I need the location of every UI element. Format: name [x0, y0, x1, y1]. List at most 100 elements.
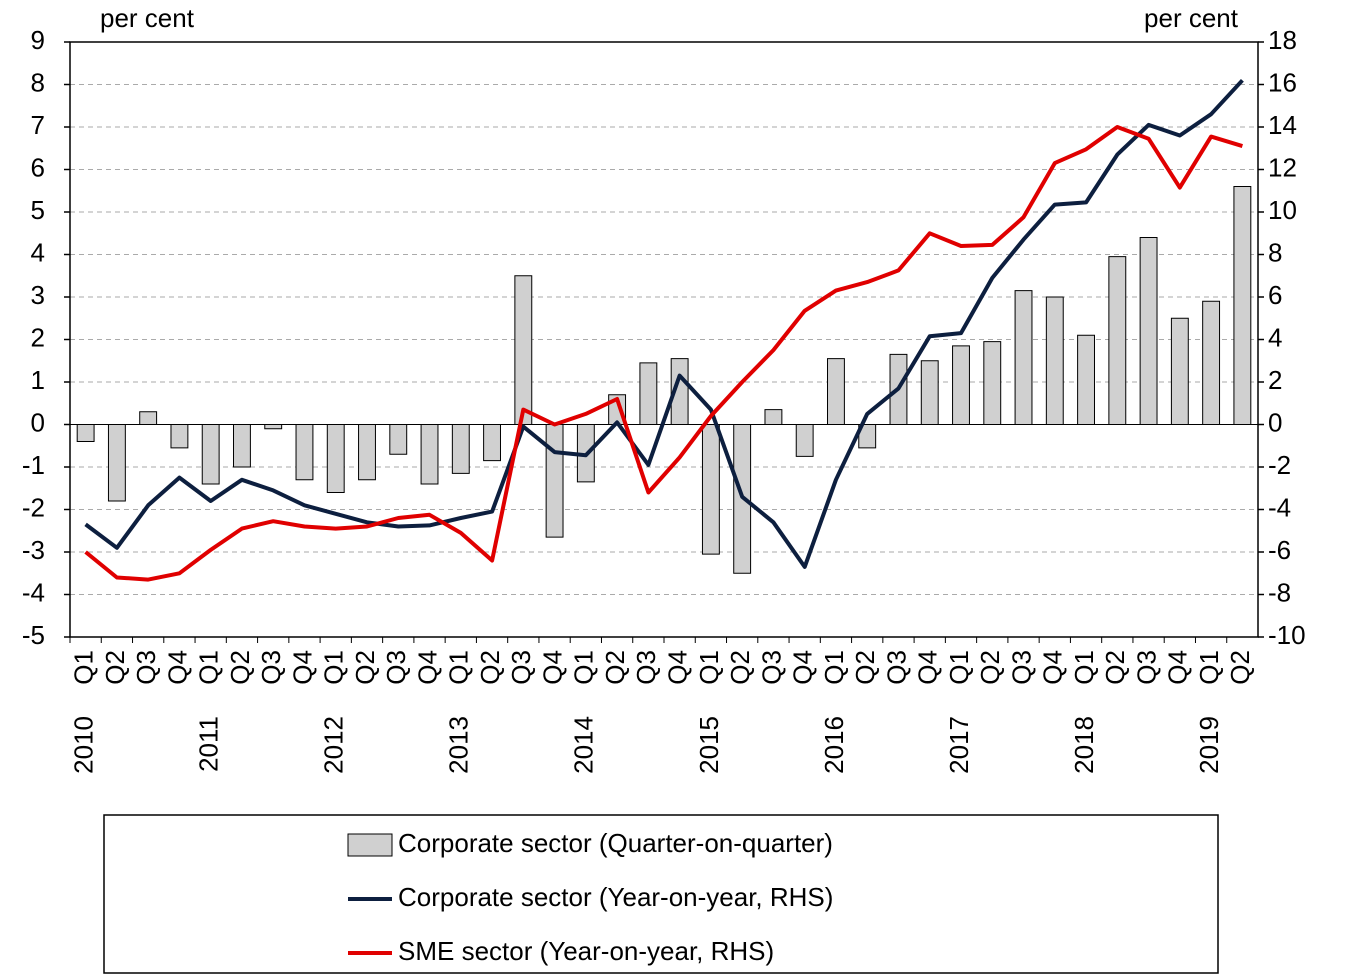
x-tick-label: Q3	[256, 650, 286, 685]
y2-tick-label: 4	[1268, 322, 1282, 352]
y2-tick-label: -8	[1268, 577, 1291, 607]
y-axis-label: per cent	[100, 3, 195, 33]
x-tick-label: Q3	[881, 650, 911, 685]
y-tick-label: 8	[31, 67, 45, 97]
x-tick-label: Q1	[319, 650, 349, 685]
bar	[76, 424, 95, 442]
bar	[1202, 300, 1221, 425]
y2-tick-label: 12	[1268, 152, 1297, 182]
y2-tick-label: 18	[1268, 25, 1297, 55]
legend-box	[103, 814, 1219, 974]
x-tick-label: Q2	[600, 650, 630, 685]
x-tick-label: Q2	[975, 650, 1005, 685]
legend-label: Corporate sector (Year-on-year, RHS)	[398, 882, 833, 912]
y-tick-label: -4	[22, 577, 45, 607]
bar	[139, 411, 158, 425]
x-tick-label: Q2	[225, 650, 255, 685]
x-tick-label: Q3	[631, 650, 661, 685]
x-tick-label: Q1	[1069, 650, 1099, 685]
y2-tick-label: 2	[1268, 365, 1282, 395]
x-tick-label: Q4	[913, 650, 943, 685]
x-tick-label: Q1	[819, 650, 849, 685]
x-group-label: 2011	[194, 716, 224, 772]
bar	[952, 345, 970, 425]
x-tick-label: Q2	[725, 650, 755, 685]
bar	[233, 424, 251, 468]
bar	[1108, 256, 1127, 425]
y2-tick-label: -6	[1268, 535, 1291, 565]
x-tick-label: Q1	[194, 650, 224, 685]
x-tick-label: Q4	[788, 650, 818, 685]
x-tick-label: Q1	[444, 650, 474, 685]
bar	[201, 424, 220, 485]
x-tick-label: Q1	[69, 650, 99, 685]
x-group-label: 2012	[319, 716, 349, 774]
x-tick-label: Q2	[100, 650, 130, 685]
plot-frame	[69, 41, 1259, 638]
bar	[1077, 334, 1095, 425]
y2-tick-label: 14	[1268, 110, 1297, 140]
x-tick-label: Q4	[412, 650, 442, 685]
x-tick-label: Q1	[694, 650, 724, 685]
bar	[1045, 296, 1064, 425]
x-tick-label: Q3	[506, 650, 536, 685]
bar	[545, 424, 564, 538]
x-tick-label: Q4	[162, 650, 192, 685]
y-tick-label: -2	[22, 492, 45, 522]
x-group-label: 2018	[1069, 716, 1099, 774]
bar	[1170, 317, 1189, 425]
bar	[358, 424, 376, 481]
bar	[1139, 237, 1158, 425]
y-tick-label: 7	[31, 110, 45, 140]
x-group-label: 2017	[944, 716, 974, 774]
x-tick-label: Q2	[475, 650, 505, 685]
bar	[514, 275, 533, 425]
y-tick-label: 9	[31, 25, 45, 55]
bar	[639, 362, 658, 425]
y-tick-label: 1	[31, 365, 45, 395]
bar	[170, 424, 189, 449]
y2-tick-label: -10	[1268, 620, 1306, 650]
x-tick-label: Q4	[1038, 650, 1068, 685]
y-tick-label: 2	[31, 322, 45, 352]
y-tick-label: 6	[31, 152, 45, 182]
bar	[483, 424, 501, 462]
y2-tick-label: 16	[1268, 67, 1297, 97]
y-tick-label: 3	[31, 280, 45, 310]
y-tick-label: 0	[31, 407, 45, 437]
y2-axis-label: per cent	[1144, 3, 1239, 33]
x-tick-label: Q2	[350, 650, 380, 685]
x-tick-label: Q2	[850, 650, 880, 685]
x-group-label: 2019	[1194, 716, 1224, 774]
bar	[389, 424, 408, 455]
bar	[326, 424, 345, 493]
y-tick-label: 5	[31, 195, 45, 225]
bar	[107, 424, 126, 502]
legend-swatch	[347, 833, 393, 857]
x-tick-label: Q3	[381, 650, 411, 685]
y-tick-label: -3	[22, 535, 45, 565]
bar	[264, 424, 283, 430]
x-tick-label: Q3	[756, 650, 786, 685]
x-tick-label: Q1	[944, 650, 974, 685]
y-tick-label: -1	[22, 450, 45, 480]
bar	[451, 424, 470, 474]
x-group-label: 2013	[444, 716, 474, 774]
x-tick-label: Q3	[1131, 650, 1161, 685]
bar	[1014, 290, 1033, 425]
bar	[420, 424, 439, 485]
bar	[983, 341, 1002, 425]
y2-tick-label: -2	[1268, 450, 1291, 480]
x-tick-label: Q4	[287, 650, 317, 685]
y2-tick-label: 8	[1268, 237, 1282, 267]
x-tick-label: Q1	[1194, 650, 1224, 685]
bar	[764, 409, 783, 425]
bar	[295, 424, 314, 481]
x-tick-label: Q2	[1225, 650, 1255, 685]
x-group-label: 2016	[819, 716, 849, 774]
bar	[795, 424, 814, 457]
x-group-label: 2010	[69, 716, 99, 774]
bar	[920, 360, 939, 425]
y2-tick-label: 10	[1268, 195, 1297, 225]
